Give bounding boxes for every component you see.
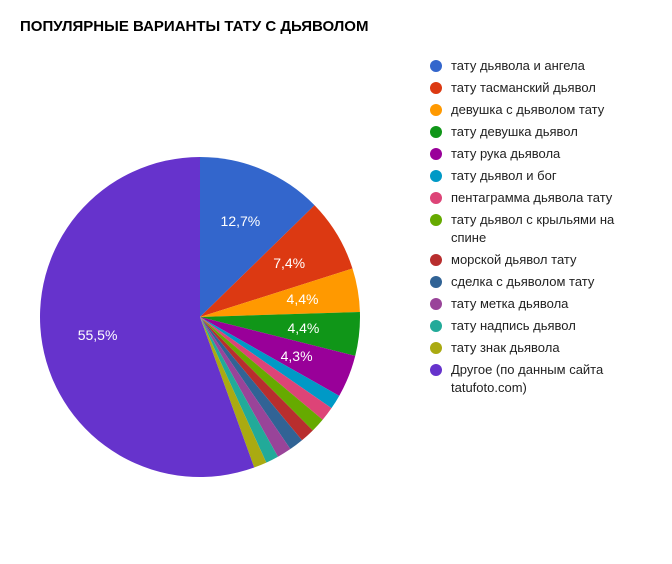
- legend-item: тату надпись дьявол: [430, 317, 650, 335]
- legend-item: Другое (по данным сайта tatufoto.com): [430, 361, 650, 397]
- pie-chart: [20, 97, 390, 497]
- legend-label: пентаграмма дьявола тату: [451, 189, 612, 207]
- legend-label: тату тасманский дьявол: [451, 79, 596, 97]
- legend-swatch: [430, 254, 442, 266]
- legend-label: тату девушка дьявол: [451, 123, 578, 141]
- pie-slice-label: 4,4%: [287, 291, 319, 307]
- legend-item: тату дьявол и бог: [430, 167, 650, 185]
- legend-label: тату рука дьявола: [451, 145, 560, 163]
- pie-slice-label: 12,7%: [221, 213, 261, 229]
- legend-label: сделка с дьяволом тату: [451, 273, 594, 291]
- legend-item: тату знак дьявола: [430, 339, 650, 357]
- legend-swatch: [430, 60, 442, 72]
- legend-label: тату метка дьявола: [451, 295, 568, 313]
- chart-container: ПОПУЛЯРНЫЕ ВАРИАНТЫ ТАТУ С ДЬЯВОЛОМ 12,7…: [0, 0, 672, 545]
- legend-label: тату надпись дьявол: [451, 317, 576, 335]
- pie-slice-label: 4,4%: [287, 320, 319, 336]
- pie-wrap: 12,7% 7,4% 4,4% 4,4% 4,3% 55,5%: [20, 47, 390, 527]
- legend-label: тату дьявол и бог: [451, 167, 557, 185]
- legend-label: девушка с дьяволом тату: [451, 101, 604, 119]
- legend-swatch: [430, 320, 442, 332]
- legend-swatch: [430, 298, 442, 310]
- pie-slice-label: 55,5%: [78, 327, 118, 343]
- legend-swatch: [430, 214, 442, 226]
- legend-swatch: [430, 276, 442, 288]
- chart-body: 12,7% 7,4% 4,4% 4,4% 4,3% 55,5% тату дьявола …: [20, 47, 652, 527]
- legend-item: сделка с дьяволом тату: [430, 273, 650, 291]
- legend-swatch: [430, 126, 442, 138]
- legend-item: тату рука дьявола: [430, 145, 650, 163]
- legend-item: морской дьявол тату: [430, 251, 650, 269]
- legend-label: тату дьявола и ангела: [451, 57, 585, 75]
- legend-item: тату дьявол с крыльями на спине: [430, 211, 650, 247]
- legend-label: тату дьявол с крыльями на спине: [451, 211, 650, 247]
- legend-item: пентаграмма дьявола тату: [430, 189, 650, 207]
- legend-swatch: [430, 104, 442, 116]
- legend: тату дьявола и ангела тату тасманский дья…: [390, 47, 650, 401]
- legend-swatch: [430, 364, 442, 376]
- legend-label: тату знак дьявола: [451, 339, 560, 357]
- legend-swatch: [430, 170, 442, 182]
- legend-item: тату тасманский дьявол: [430, 79, 650, 97]
- legend-label: морской дьявол тату: [451, 251, 577, 269]
- legend-item: тату девушка дьявол: [430, 123, 650, 141]
- legend-item: тату дьявола и ангела: [430, 57, 650, 75]
- chart-title: ПОПУЛЯРНЫЕ ВАРИАНТЫ ТАТУ С ДЬЯВОЛОМ: [20, 18, 652, 35]
- pie-slice-label: 4,3%: [281, 348, 313, 364]
- legend-label: Другое (по данным сайта tatufoto.com): [451, 361, 650, 397]
- legend-item: девушка с дьяволом тату: [430, 101, 650, 119]
- pie-slice-label: 7,4%: [273, 255, 305, 271]
- legend-swatch: [430, 342, 442, 354]
- legend-item: тату метка дьявола: [430, 295, 650, 313]
- legend-swatch: [430, 192, 442, 204]
- legend-swatch: [430, 82, 442, 94]
- legend-swatch: [430, 148, 442, 160]
